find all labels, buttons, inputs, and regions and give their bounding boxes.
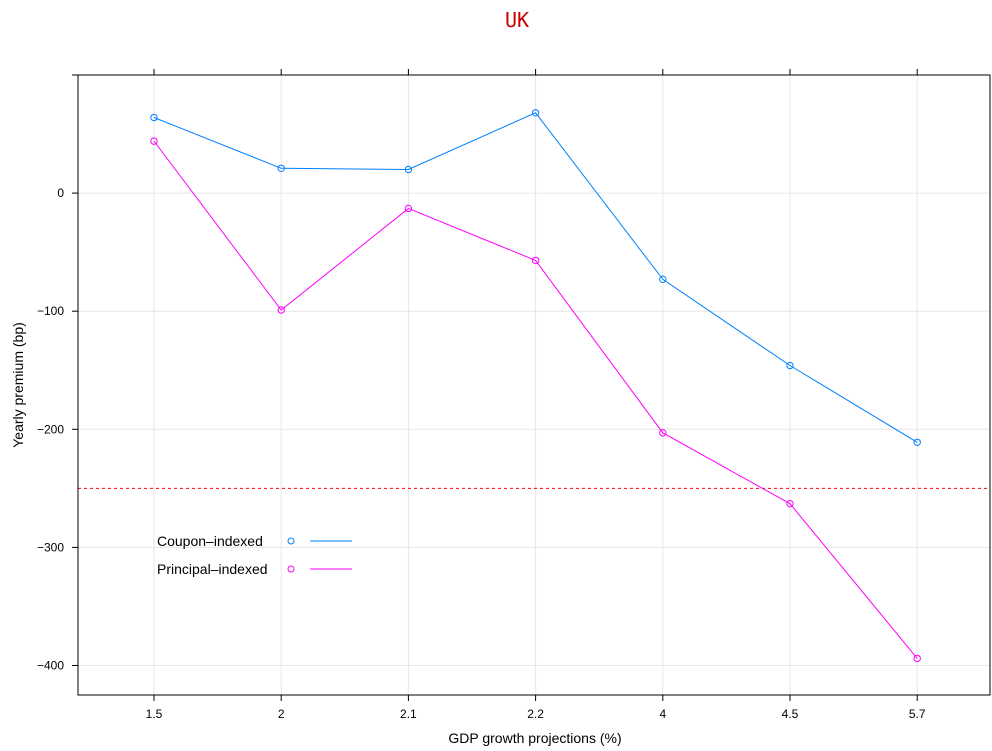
x-tick-label: 2 [278,707,285,721]
data-point [786,361,794,370]
y-tick-label: −300 [37,540,64,554]
x-tick-label: 2.2 [527,707,544,721]
data-point [531,256,540,265]
legend-marker [287,537,295,545]
x-tick-label: 4 [659,707,666,721]
data-point [150,113,158,122]
plot-frame [77,74,991,696]
data-point [404,165,413,174]
data-point [913,654,921,663]
x-tick-label: 1.5 [146,707,163,721]
legend-label: Coupon–indexed [157,533,263,549]
data-point [277,164,285,172]
data-point [404,204,413,213]
y-tick-label: −400 [37,658,64,672]
x-axis-label: GDP growth projections (%) [448,730,621,746]
data-point [150,137,158,145]
legend-marker [287,565,295,573]
y-tick-label: −200 [37,422,64,436]
series-line [153,140,918,659]
data-point [531,109,540,117]
y-axis-label: Yearly premium (bp) [10,322,26,448]
series-line [153,112,918,443]
data-point [659,429,667,437]
legend: Coupon–indexed Principal–indexed [157,533,352,577]
data-point [659,275,667,284]
data-point [786,499,794,508]
y-tick-label: 0 [57,186,64,200]
chart-title: UK [505,8,529,32]
x-tick-label: 4.5 [782,707,799,721]
x-tick-label: 5.7 [909,707,926,721]
grid [78,75,990,695]
data-point [277,306,285,314]
x-axis: 1.5 2 2.1 2.2 4 4.5 5.7 [146,69,926,721]
series-group [150,109,921,663]
y-axis: 0 −100 −200 −300 −400 [37,74,78,672]
legend-label: Principal–indexed [157,561,268,577]
x-tick-label: 2.1 [400,707,417,721]
data-point [913,438,921,446]
y-tick-label: −100 [37,304,64,318]
